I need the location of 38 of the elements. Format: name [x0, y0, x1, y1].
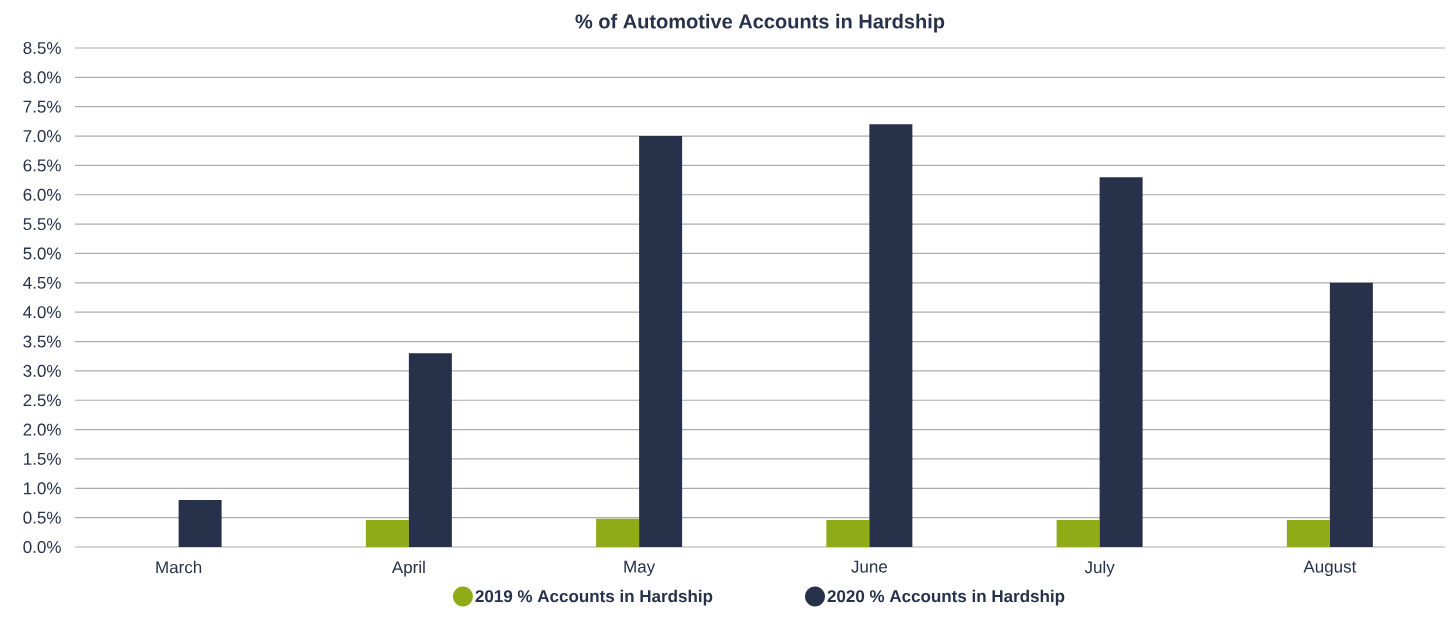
bar	[1099, 177, 1143, 547]
x-tick-label: March	[156, 560, 202, 574]
bar	[639, 136, 683, 547]
bar	[1329, 282, 1373, 547]
y-tick-label: 5.0%	[23, 247, 61, 260]
y-tick-label: 6.5%	[23, 159, 61, 172]
bar	[408, 353, 452, 547]
y-tick-label: 6.0%	[23, 188, 61, 201]
y-tick-label: 2.0%	[23, 423, 61, 436]
bar	[1286, 520, 1330, 547]
y-tick-label: 1.0%	[24, 482, 61, 495]
y-tick-label: 7.5%	[23, 100, 61, 113]
legend-label: 2020 % Accounts in Hardship	[827, 589, 1065, 606]
y-tick-label: 4.0%	[23, 306, 61, 319]
y-tick-label: 3.0%	[23, 364, 61, 377]
y-tick-label: 3.5%	[23, 335, 61, 348]
x-tick-label: May	[624, 560, 656, 576]
y-tick-label: 0.0%	[23, 540, 61, 554]
y-tick-label: 8.0%	[23, 71, 61, 84]
y-tick-label: 8.5%	[23, 41, 61, 55]
y-tick-label: 4.5%	[23, 276, 61, 289]
x-tick-label: April	[391, 560, 425, 577]
legend-label: 2019 % Accounts in Hardship	[475, 589, 713, 606]
y-tick-label: 0.5%	[23, 511, 61, 524]
bar	[1056, 520, 1100, 547]
bar	[178, 500, 222, 547]
y-tick-label: 2.5%	[23, 394, 61, 407]
bar	[869, 124, 913, 547]
chart-title: % of Automotive Accounts in Hardship	[575, 13, 945, 33]
y-tick-label: 5.5%	[23, 218, 61, 231]
bar	[365, 520, 409, 547]
bar	[826, 520, 870, 547]
x-tick-label: June	[851, 560, 888, 573]
x-tick-label: July	[1084, 560, 1115, 577]
y-tick-label: 1.5%	[24, 452, 61, 465]
bar	[596, 518, 640, 547]
y-tick-label: 7.0%	[23, 130, 61, 143]
x-tick-label: August	[1303, 560, 1357, 576]
